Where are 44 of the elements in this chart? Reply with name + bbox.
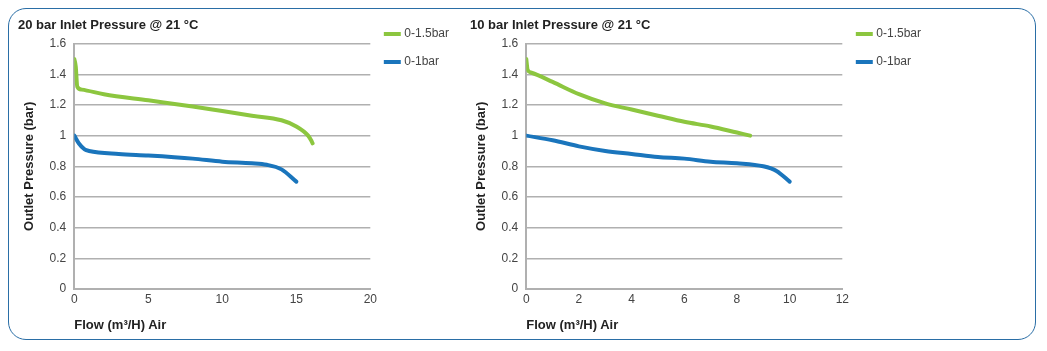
y-tick-label: 1.6 — [49, 35, 67, 50]
y-tick-label: 1 — [511, 127, 519, 142]
y-tick-label: 0.8 — [49, 158, 67, 173]
y-tick-label: 1.4 — [501, 66, 519, 81]
x-tick-label: 0 — [522, 291, 530, 306]
y-tick-label: 0.8 — [501, 158, 519, 173]
x-axis-title: Flow (m³/H) Air — [74, 316, 167, 332]
y-axis-title: Outlet Pressure (bar) — [473, 101, 489, 231]
line-series — [74, 133, 299, 184]
x-tick-label: 8 — [733, 291, 741, 306]
chart-title: 10 bar Inlet Pressure @ 21 °C — [470, 17, 652, 33]
y-tick-label: 1 — [59, 127, 67, 142]
legend-label: 0-1.5bar — [876, 26, 922, 41]
x-tick-label: 2 — [575, 291, 583, 306]
y-tick-label: 0 — [59, 281, 67, 296]
y-tick-label: 0.4 — [501, 219, 519, 234]
y-tick-label: 1.4 — [49, 66, 67, 81]
legend-label: 0-1bar — [876, 54, 911, 69]
y-tick-label: 0.2 — [501, 250, 519, 265]
y-tick-label: 0.4 — [49, 219, 67, 234]
line-series — [74, 56, 315, 146]
x-tick-label: 12 — [835, 291, 850, 306]
legend-label: 0-1bar — [404, 54, 439, 69]
x-tick-label: 4 — [628, 291, 636, 306]
legend-label: 0-1.5bar — [404, 26, 450, 41]
x-tick-label: 20 — [363, 291, 378, 306]
y-tick-label: 0.6 — [501, 189, 519, 204]
y-tick-label: 1.6 — [501, 35, 519, 50]
line-series — [526, 56, 753, 138]
chart-title: 20 bar Inlet Pressure @ 21 °C — [18, 17, 200, 33]
x-tick-label: 5 — [144, 291, 152, 306]
y-tick-label: 0.6 — [49, 189, 67, 204]
x-tick-label: 6 — [680, 291, 688, 306]
x-tick-label: 15 — [289, 291, 304, 306]
x-tick-label: 10 — [215, 291, 230, 306]
y-tick-label: 1.2 — [49, 97, 67, 112]
x-axis-title: Flow (m³/H) Air — [526, 316, 619, 332]
y-axis-title: Outlet Pressure (bar) — [21, 101, 37, 231]
y-tick-label: 0.2 — [49, 250, 67, 265]
line-series — [526, 133, 792, 184]
x-tick-label: 10 — [782, 291, 797, 306]
y-tick-label: 1.2 — [501, 97, 519, 112]
y-tick-label: 0 — [511, 281, 519, 296]
x-tick-label: 0 — [70, 291, 78, 306]
